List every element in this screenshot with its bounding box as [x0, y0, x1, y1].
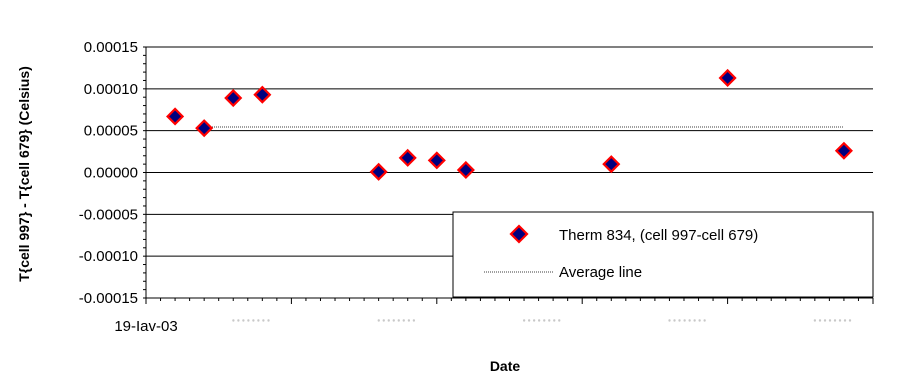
data-point-diamond: [456, 160, 475, 180]
y-tick-label: -0.00005: [79, 206, 138, 223]
data-point-diamond: [602, 155, 621, 174]
y-tick-label: 0.00005: [84, 123, 138, 140]
plot-series: [166, 68, 853, 181]
legend-label-therm: Therm 834, (cell 997-cell 679): [559, 227, 758, 244]
data-point-diamond: [224, 88, 243, 108]
x-tick-label: ꞏꞏꞏꞏꞏꞏꞏꞏ: [668, 313, 708, 328]
data-point-diamond: [834, 141, 853, 160]
legend: Therm 834, (cell 997-cell 679) Average l…: [452, 211, 874, 298]
y-axis-title: T{cell 997} - T{cell 679} (Celsius): [16, 66, 32, 282]
data-point-diamond: [195, 119, 214, 138]
legend-marker-diamond: [509, 224, 529, 244]
x-tick-label: ꞏꞏꞏꞏꞏꞏꞏꞏ: [522, 313, 562, 328]
x-tick-label: ꞏꞏꞏꞏꞏꞏꞏꞏ: [231, 313, 271, 328]
y-tick-labels: 0.00015 0.00010 0.00005 0.00000 -0.00005 -0.0…: [79, 39, 138, 307]
y-tick-label: 0.00015: [84, 39, 138, 56]
x-tick-label: 19-Iav-03: [114, 318, 177, 335]
x-tick-labels: 19-Iav-03 ꞏꞏꞏꞏꞏꞏꞏꞏ ꞏꞏꞏꞏꞏꞏꞏꞏ ꞏꞏꞏꞏꞏꞏꞏꞏ ꞏꞏꞏꞏꞏꞏꞏ…: [114, 313, 853, 335]
data-point-diamond: [718, 68, 737, 88]
data-point-diamond: [166, 107, 185, 126]
y-tick-label: -0.00010: [79, 248, 138, 265]
legend-box: [452, 211, 874, 298]
x-axis-title: Date: [490, 358, 521, 374]
y-tick-label: 0.00000: [84, 165, 138, 182]
data-point-diamond: [369, 162, 388, 181]
y-tick-label: 0.00010: [84, 81, 138, 98]
data-point-diamond: [427, 151, 446, 170]
x-tick-label: ꞏꞏꞏꞏꞏꞏꞏꞏ: [813, 313, 853, 328]
legend-label-average: Average line: [559, 264, 642, 281]
y-tick-label: -0.00015: [79, 290, 138, 307]
axes: [143, 46, 874, 304]
data-point-diamond: [253, 85, 272, 104]
data-point-diamond: [398, 148, 417, 167]
x-tick-label: ꞏꞏꞏꞏꞏꞏꞏꞏ: [377, 313, 417, 328]
